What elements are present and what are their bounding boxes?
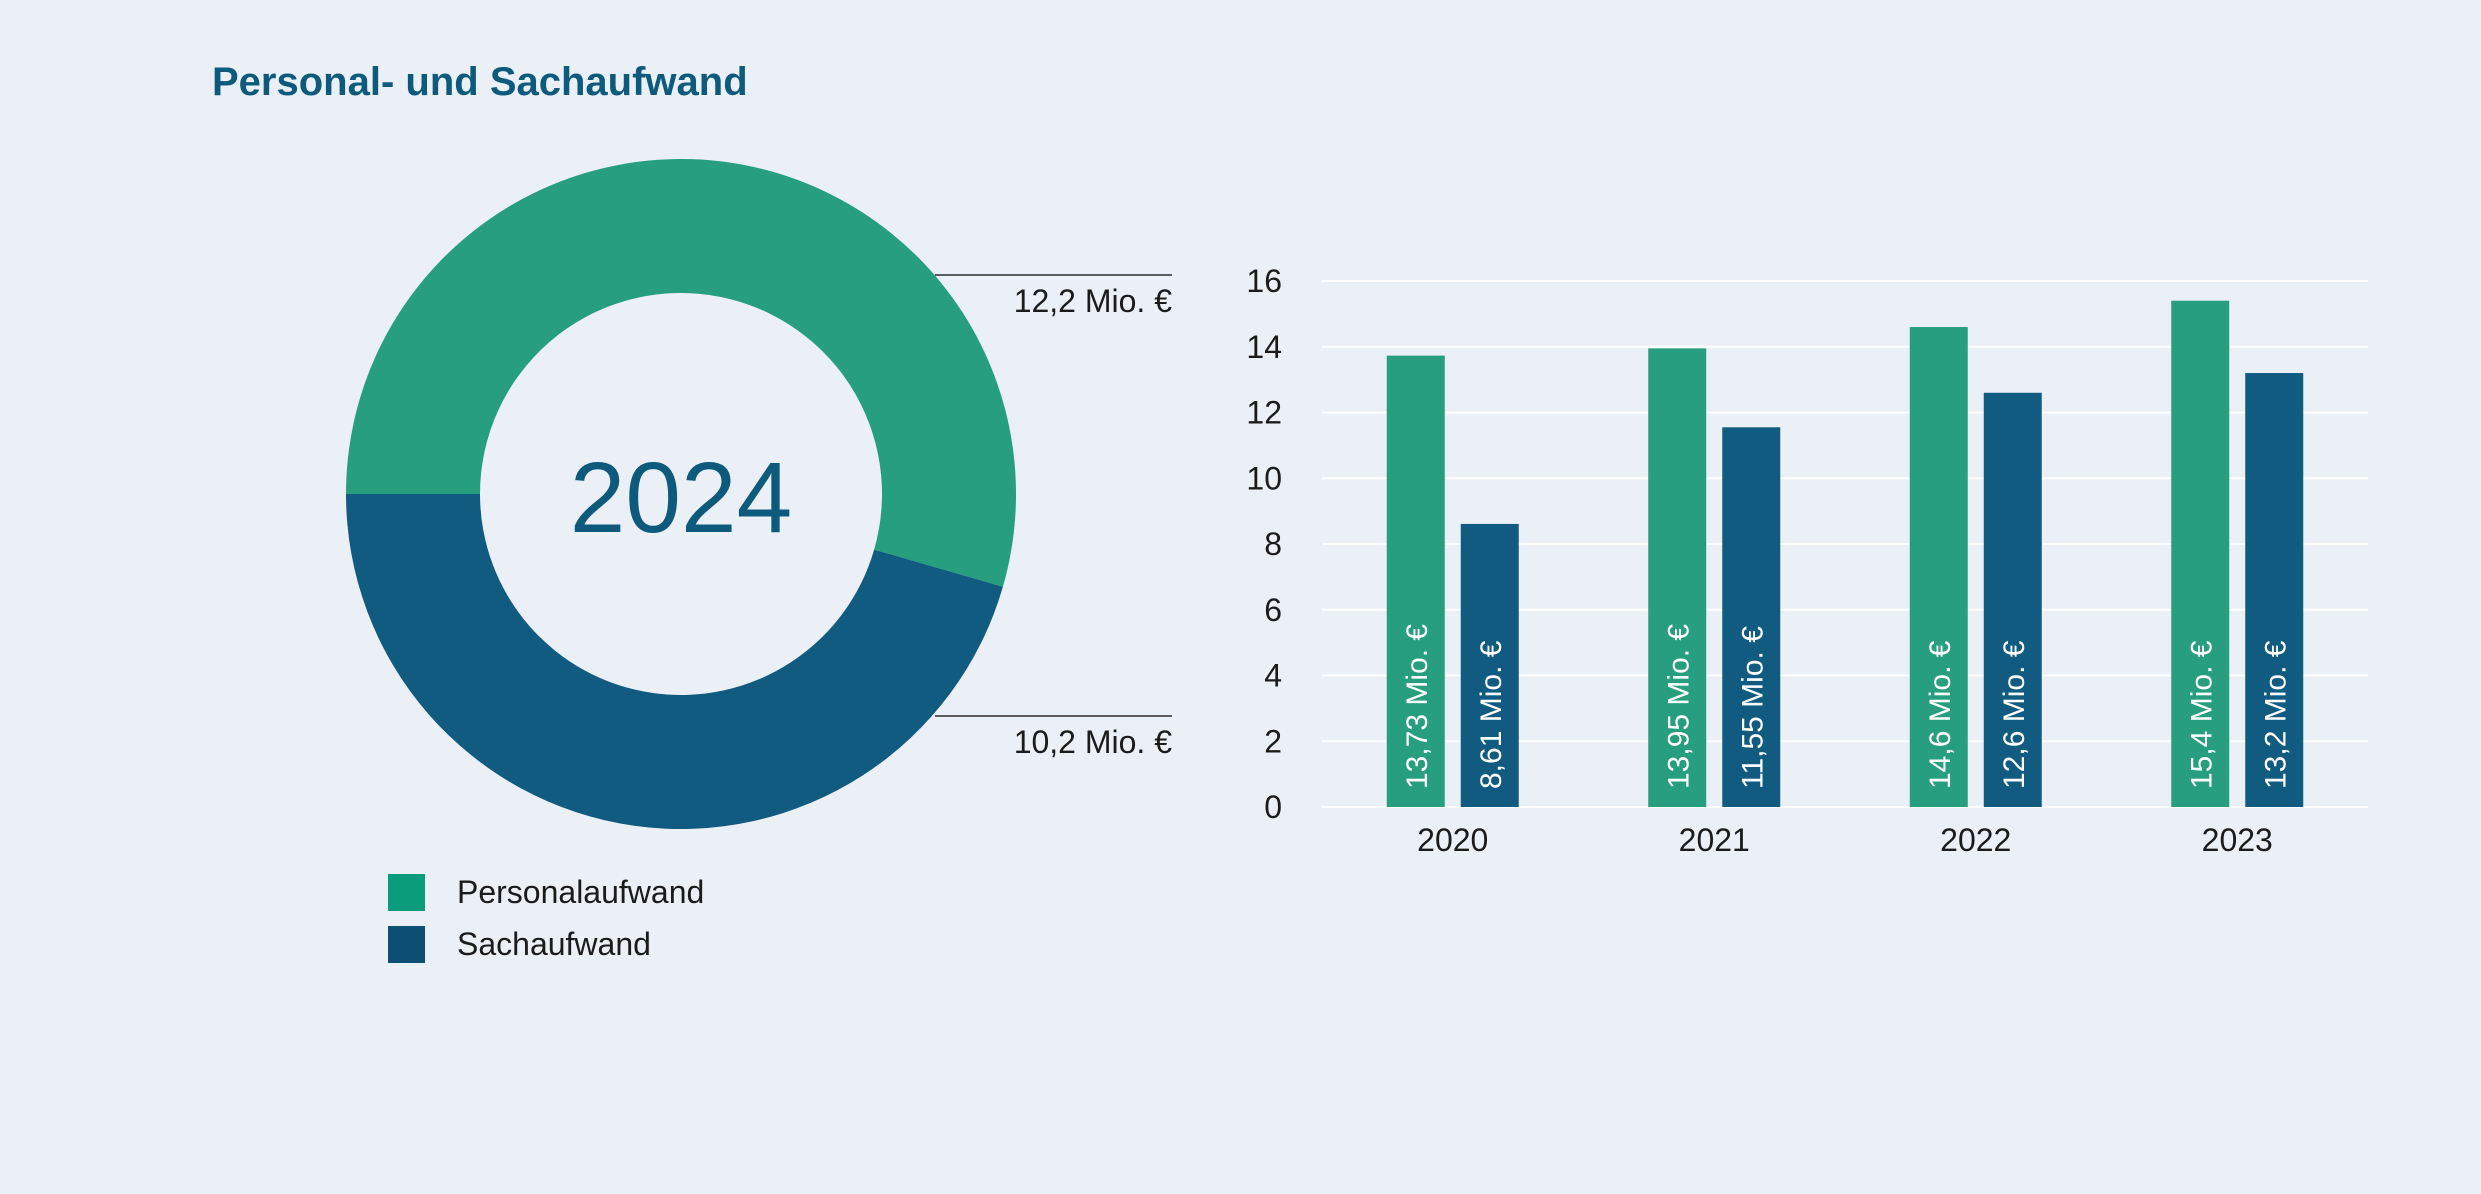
legend-label-personalaufwand: Personalaufwand bbox=[457, 873, 705, 910]
legend-swatch-sachaufwand bbox=[388, 925, 425, 963]
x-tick-label-2020: 2020 bbox=[1417, 822, 1488, 858]
y-tick-label-10: 10 bbox=[1246, 460, 1282, 496]
bar-data-label-sachaufwand-2020: 8,61 Mio. € bbox=[1475, 640, 1508, 789]
x-tick-label-2023: 2023 bbox=[2202, 822, 2273, 858]
legend-label-sachaufwand: Sachaufwand bbox=[457, 925, 651, 962]
y-tick-label-8: 8 bbox=[1264, 526, 1282, 562]
bar-data-label-personalaufwand-2021: 13,95 Mio. € bbox=[1662, 624, 1695, 789]
y-tick-label-4: 4 bbox=[1264, 658, 1282, 694]
bar-data-label-personalaufwand-2023: 15,4 Mio. € bbox=[2185, 640, 2218, 789]
bar-sachaufwand-2021 bbox=[1722, 427, 1781, 807]
legend-item-sachaufwand: Sachaufwand bbox=[388, 918, 704, 970]
y-tick-label-6: 6 bbox=[1264, 592, 1282, 628]
y-tick-label-0: 0 bbox=[1264, 789, 1282, 825]
donut-slice-sachaufwand bbox=[346, 494, 1003, 830]
legend-swatch-personalaufwand bbox=[388, 873, 425, 911]
callout-label-personalaufwand: 12,2 Mio. € bbox=[1014, 283, 1173, 319]
bar-personalaufwand-2023 bbox=[2171, 300, 2230, 807]
bar-data-label-sachaufwand-2021: 11,55 Mio. € bbox=[1736, 626, 1769, 789]
legend: Personalaufwand Sachaufwand bbox=[388, 866, 704, 970]
bar-personalaufwand-2021 bbox=[1648, 348, 1707, 807]
bar-data-label-personalaufwand-2022: 14,6 Mio. € bbox=[1924, 640, 1957, 789]
callout-label-sachaufwand: 10,2 Mio. € bbox=[1014, 724, 1173, 760]
donut-slice-personalaufwand bbox=[346, 159, 1016, 587]
y-tick-label-12: 12 bbox=[1246, 395, 1282, 431]
y-tick-label-16: 16 bbox=[1246, 263, 1282, 299]
donut-center-label: 2024 bbox=[570, 442, 792, 554]
bar-personalaufwand-2020 bbox=[1386, 355, 1445, 807]
x-tick-label-2021: 2021 bbox=[1679, 822, 1750, 858]
bar-data-label-sachaufwand-2023: 13,2 Mio. € bbox=[2259, 640, 2292, 789]
legend-item-personalaufwand: Personalaufwand bbox=[388, 866, 704, 918]
bar-personalaufwand-2022 bbox=[1909, 327, 1968, 807]
donut-chart: 2024 12,2 Mio. € 10,2 Mio. € bbox=[346, 159, 1173, 830]
page-title: Personal- und Sachaufwand bbox=[212, 60, 748, 104]
bar-data-label-sachaufwand-2022: 12,6 Mio. € bbox=[1998, 640, 2031, 789]
bar-sachaufwand-2022 bbox=[1983, 392, 2042, 807]
bar-sachaufwand-2020 bbox=[1460, 523, 1519, 807]
bar-data-label-personalaufwand-2020: 13,73 Mio. € bbox=[1401, 624, 1434, 789]
y-tick-label-2: 2 bbox=[1264, 723, 1282, 759]
y-tick-label-14: 14 bbox=[1246, 329, 1282, 365]
x-tick-label-2022: 2022 bbox=[1940, 822, 2011, 858]
bar-chart: 0 2 4 6 8 10 12 14 16 13,73 Mio. € 8,61 Mio. € 2020… bbox=[1246, 263, 2368, 858]
bar-sachaufwand-2023 bbox=[2245, 373, 2304, 807]
